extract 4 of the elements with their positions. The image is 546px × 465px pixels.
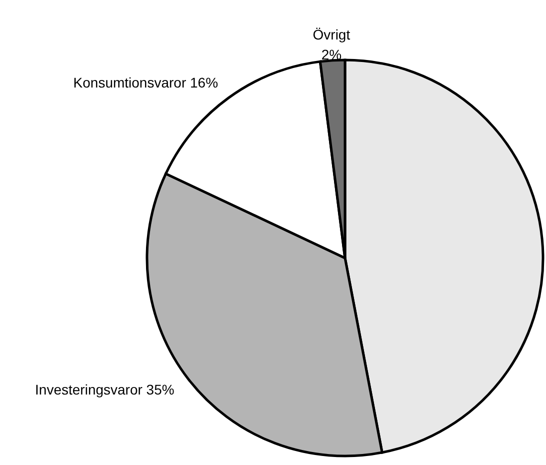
- slice-label: Investeringsvaror 35%: [35, 381, 174, 398]
- data-label: 2%: [321, 46, 342, 62]
- slice-label: Övrigt: [312, 26, 350, 42]
- slice-label: Konsumtionsvaror 16%: [73, 74, 218, 90]
